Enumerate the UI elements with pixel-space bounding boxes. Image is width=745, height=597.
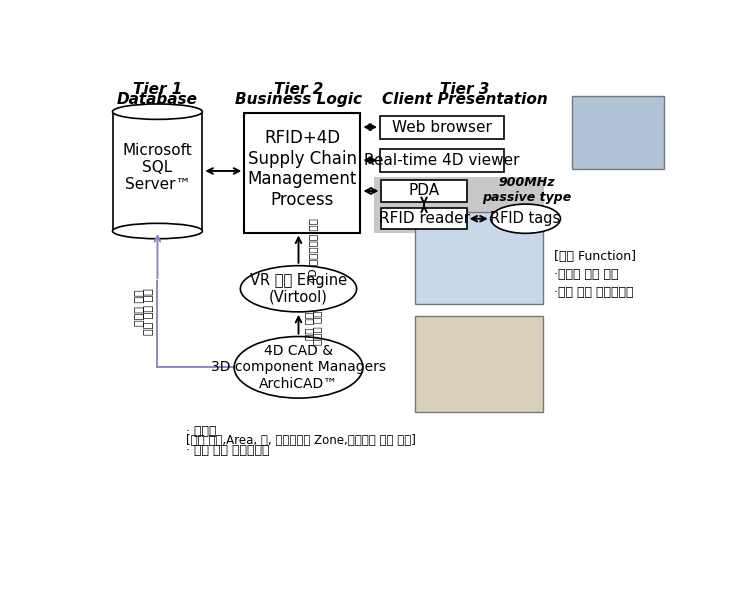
Text: 부재별 정보: 부재별 정보 — [135, 290, 145, 327]
Text: [부재 종류,Area, 동, 콘크리트를 Zone,무지타입 설치 순서]: [부재 종류,Area, 동, 콘크리트를 Zone,무지타입 설치 순서] — [186, 434, 416, 447]
Ellipse shape — [241, 266, 357, 312]
Text: · 시공 순서 시뮬레이션: · 시공 순서 시뮬레이션 — [186, 444, 270, 457]
Text: Client Presentation: Client Presentation — [382, 92, 548, 107]
Text: Business Logic: Business Logic — [235, 92, 362, 107]
Text: 영상 정보: 영상 정보 — [304, 312, 314, 340]
Text: · 모델링: · 모델링 — [186, 425, 217, 438]
Text: Tier 2: Tier 2 — [274, 82, 323, 97]
Bar — [374, 177, 544, 233]
Text: 900MHz
passive type: 900MHz passive type — [483, 176, 571, 204]
Ellipse shape — [234, 337, 363, 398]
Ellipse shape — [112, 104, 203, 119]
Text: 부재 속성 정보: 부재 속성 정보 — [144, 288, 154, 336]
Text: PDA: PDA — [408, 183, 440, 198]
Bar — [415, 212, 542, 304]
Ellipse shape — [112, 223, 203, 239]
Text: RFID+4D
Supply Chain
Management
Process: RFID+4D Supply Chain Management Process — [247, 129, 357, 209]
Text: Real-time 4D viewer: Real-time 4D viewer — [364, 153, 519, 168]
Bar — [572, 96, 664, 170]
Bar — [112, 112, 203, 231]
Bar — [380, 116, 504, 139]
Text: [구현 Function]
·색상별 진도 확인
·시공 순서 시뮬레이션: [구현 Function] ·색상별 진도 확인 ·시공 순서 시뮬레이션 — [554, 250, 636, 299]
Text: Database: Database — [117, 92, 198, 107]
Text: VR 상용 Engine
(Virtool): VR 상용 Engine (Virtool) — [250, 273, 347, 305]
Text: RFID tags: RFID tags — [490, 211, 561, 226]
Bar — [380, 149, 504, 172]
Text: Tier 3: Tier 3 — [440, 82, 489, 97]
Text: 4D CAD &
3D component Managers
ArchiCAD™: 4D CAD & 3D component Managers ArchiCAD™ — [211, 344, 386, 390]
Bar — [381, 208, 466, 229]
Text: RFID reader: RFID reader — [378, 211, 469, 226]
Text: 4D 시뮬레이션 파일: 4D 시뮬레이션 파일 — [308, 218, 319, 283]
Text: 부재별 정보: 부재별 정보 — [311, 310, 322, 344]
Text: Web browser: Web browser — [392, 119, 492, 134]
Text: Tier 1: Tier 1 — [133, 82, 182, 97]
Text: Microsoft
SQL
Server™: Microsoft SQL Server™ — [123, 143, 192, 192]
Bar — [244, 113, 361, 233]
Bar — [381, 180, 466, 202]
Bar — [415, 316, 542, 412]
Ellipse shape — [491, 204, 560, 233]
